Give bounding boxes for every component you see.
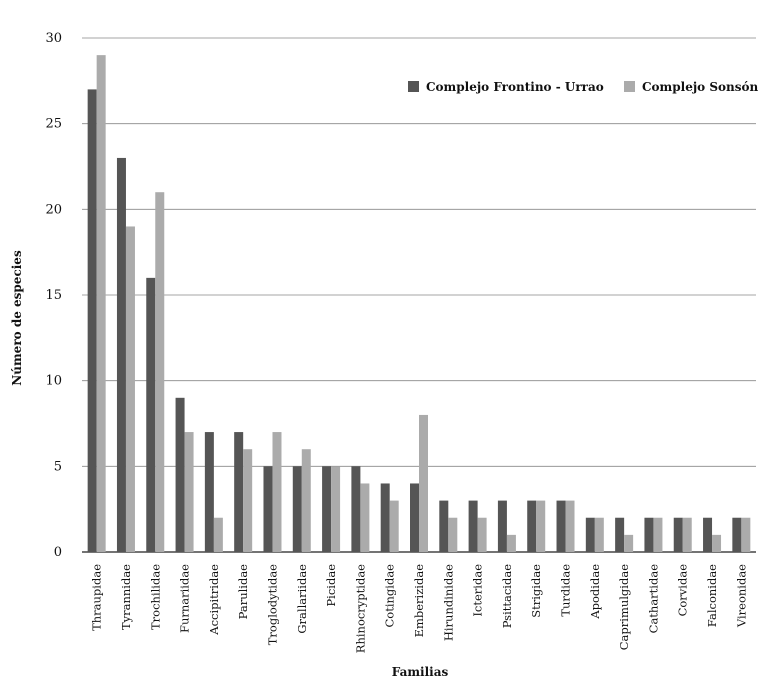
category-label: Hirundinidae xyxy=(441,564,455,641)
bar-cathartidae-frontino xyxy=(644,517,654,552)
bar-furnariidae-frontino xyxy=(175,397,185,552)
category-labels: Thraupidae Tyrannidae Trochilidae Furnariid… xyxy=(90,564,749,653)
bar-parulidae-sonson xyxy=(243,449,253,552)
category-label: Icteridae xyxy=(471,564,485,617)
bar-corvidae-sonson xyxy=(682,517,692,552)
bar-hirundinidae-sonson xyxy=(448,517,458,552)
bar-emberizidae-frontino xyxy=(410,483,419,552)
category-label: Cathartidae xyxy=(646,564,660,634)
legend-swatch-frontino xyxy=(408,81,419,92)
y-tick-label: 15 xyxy=(45,288,62,303)
bar-grallariidae-frontino xyxy=(292,466,302,552)
category-label: Cotingidae xyxy=(383,564,397,628)
bar-vireonidae-sonson xyxy=(741,517,751,552)
bar-emberizidae-sonson xyxy=(419,414,428,552)
bar-cathartidae-sonson xyxy=(653,517,663,552)
y-tick-label: 0 xyxy=(54,545,62,560)
category-label: Thraupidae xyxy=(90,564,104,631)
bar-tyrannidae-frontino xyxy=(116,157,126,552)
bar-picidae-sonson xyxy=(331,466,341,552)
y-tick-label: 20 xyxy=(45,202,62,217)
gridlines xyxy=(82,37,756,553)
category-label: Tyrannidae xyxy=(119,564,133,630)
bars xyxy=(87,55,751,553)
bar-cotingidae-frontino xyxy=(380,483,390,552)
category-label: Vireonidae xyxy=(734,564,748,628)
category-label: Corvidae xyxy=(676,564,690,617)
bar-icteridae-frontino xyxy=(468,500,478,552)
category-label: Trochilidae xyxy=(148,564,162,630)
category-label: Apodidae xyxy=(588,564,602,620)
y-tick-label: 5 xyxy=(54,459,62,474)
bar-falconidae-sonson xyxy=(712,534,722,552)
y-axis-title: Número de especies xyxy=(10,250,24,386)
bar-corvidae-frontino xyxy=(673,517,683,552)
category-label: Parulidae xyxy=(236,564,250,620)
bar-caprimulgidae-frontino xyxy=(615,517,625,552)
bar-trochilidae-sonson xyxy=(155,192,165,552)
bar-troglodytidae-sonson xyxy=(272,432,282,552)
category-label: Troglodytidae xyxy=(265,564,279,645)
bar-thraupidae-sonson xyxy=(96,55,106,553)
y-tick-label: 25 xyxy=(45,117,62,132)
bar-furnariidae-sonson xyxy=(184,432,194,552)
category-label: Turdidae xyxy=(559,564,573,617)
bar-grallariidae-sonson xyxy=(301,449,311,552)
bar-accipitridae-frontino xyxy=(204,432,214,552)
bar-strigidae-frontino xyxy=(527,500,537,552)
legend-label-sonson: Complejo Sonsón xyxy=(642,80,759,94)
category-label: Psittacidae xyxy=(500,564,514,628)
bar-apodidae-frontino xyxy=(585,517,595,552)
category-label: Accipitridae xyxy=(207,564,221,636)
bar-psittacidae-sonson xyxy=(506,534,516,552)
y-tick-label: 30 xyxy=(45,31,62,46)
category-label: Picidae xyxy=(324,564,338,607)
bar-parulidae-frontino xyxy=(234,432,244,552)
category-label: Caprimulgidae xyxy=(617,564,631,650)
bar-troglodytidae-frontino xyxy=(263,466,273,552)
y-tick-label: 10 xyxy=(45,374,62,389)
bar-icteridae-sonson xyxy=(477,517,487,552)
bar-trochilidae-frontino xyxy=(146,277,156,552)
bar-accipitridae-sonson xyxy=(213,517,223,552)
bar-cotingidae-sonson xyxy=(389,500,399,552)
category-label: Strigidae xyxy=(529,564,543,618)
legend-label-frontino: Complejo Frontino - Urrao xyxy=(426,80,604,94)
x-axis-title: Familias xyxy=(392,665,449,679)
category-label: Falconidae xyxy=(705,564,719,627)
bar-falconidae-frontino xyxy=(703,517,713,552)
category-label: Rhinocryptidae xyxy=(353,564,367,653)
bar-hirundinidae-frontino xyxy=(439,500,449,552)
bar-picidae-frontino xyxy=(322,466,332,552)
bar-thraupidae-frontino xyxy=(87,89,97,553)
bar-rhinocryptidae-frontino xyxy=(351,466,361,552)
category-label: Emberizidae xyxy=(412,564,426,638)
bar-turdidae-frontino xyxy=(556,500,566,552)
bar-tyrannidae-sonson xyxy=(125,226,135,552)
bar-rhinocryptidae-sonson xyxy=(360,483,370,552)
bar-caprimulgidae-sonson xyxy=(624,534,634,552)
category-label: Furnariidae xyxy=(178,564,192,633)
bar-apodidae-sonson xyxy=(594,517,604,552)
bar-strigidae-sonson xyxy=(536,500,546,552)
y-tick-labels: 0 5 10 15 20 25 30 xyxy=(45,31,62,560)
legend: Complejo Frontino - Urrao Complejo Sonsó… xyxy=(408,80,759,94)
legend-swatch-sonson xyxy=(624,81,635,92)
bar-turdidae-sonson xyxy=(565,500,575,552)
category-label: Grallariidae xyxy=(295,564,309,634)
bar-vireonidae-frontino xyxy=(732,517,742,552)
bar-psittacidae-frontino xyxy=(497,500,507,552)
